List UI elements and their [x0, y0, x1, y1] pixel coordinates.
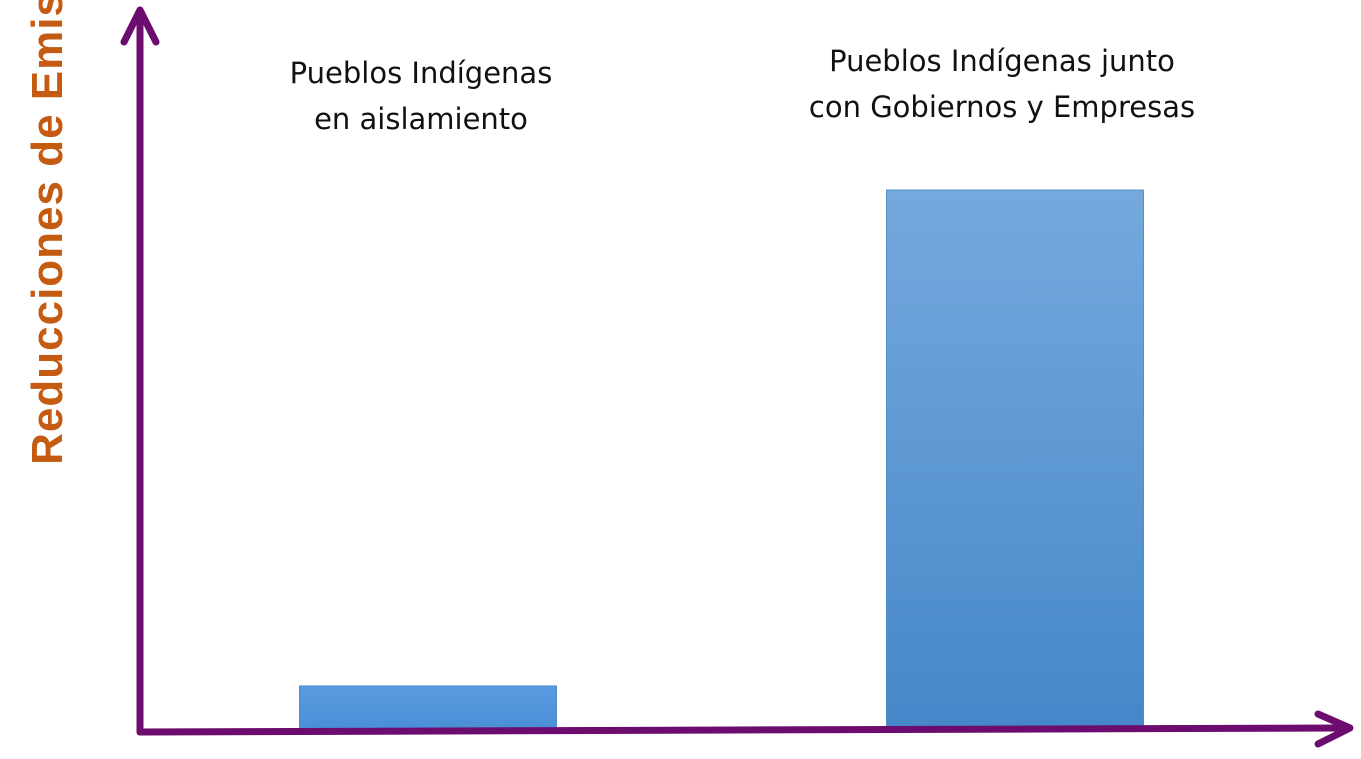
category-label-line: en aislamiento [314, 102, 528, 136]
y-axis-title: Reducciones de Emisiones [23, 0, 72, 465]
bar-isolation [299, 685, 557, 730]
bar-joint [886, 189, 1144, 730]
bars-layer [299, 189, 1144, 730]
x-axis [136, 710, 1354, 748]
y-axis-arrow [120, 6, 160, 46]
y-axis [120, 6, 160, 736]
x-axis-line [136, 724, 1349, 736]
category-label-joint: Pueblos Indígenas junto con Gobiernos y … [809, 38, 1195, 130]
category-label-line: con Gobiernos y Empresas [808, 90, 1196, 124]
category-label-line: Pueblos Indígenas [289, 56, 553, 90]
category-label-isolation: Pueblos Indígenas en aislamiento [290, 50, 553, 142]
x-axis-arrow [1314, 710, 1354, 748]
category-label-line: Pueblos Indígenas junto [829, 44, 1175, 78]
